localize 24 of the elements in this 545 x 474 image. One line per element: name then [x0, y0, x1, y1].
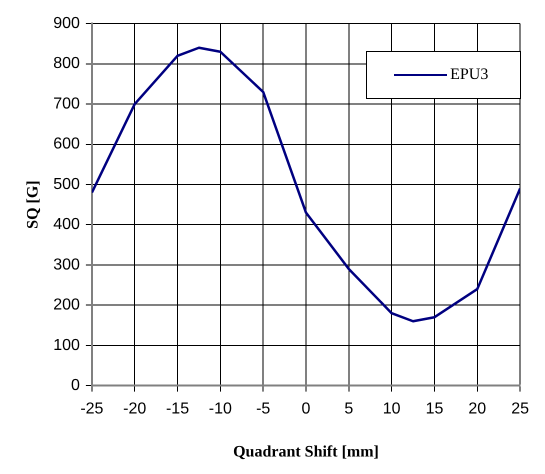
x-tick-label: -25 — [80, 400, 104, 418]
y-tick-label: 200 — [53, 296, 80, 314]
y-tick-label: 0 — [70, 377, 80, 394]
x-axis-title: Quadrant Shift [mm] — [233, 444, 379, 461]
x-tick-label: 20 — [468, 400, 486, 418]
y-tick-label: 100 — [53, 336, 80, 354]
legend-label: EPU3 — [450, 66, 488, 84]
x-tick-label: 15 — [426, 400, 444, 418]
y-tick-label: 600 — [53, 136, 80, 153]
x-tick-label: 5 — [344, 400, 354, 418]
y-tick-label: 800 — [53, 55, 80, 72]
y-tick-label: 400 — [53, 216, 80, 234]
x-tick-label: 25 — [511, 400, 530, 418]
x-tick-label: -15 — [166, 400, 190, 418]
x-tick-label: 0 — [302, 400, 311, 418]
x-tick-label: -10 — [208, 400, 232, 418]
x-tick-label: -20 — [123, 400, 146, 418]
y-tick-label: 300 — [53, 256, 80, 274]
y-tick-label: 500 — [53, 176, 80, 193]
x-tick-label: -5 — [256, 400, 270, 418]
y-tick-label: 700 — [53, 95, 80, 112]
x-tick-label: 10 — [382, 400, 401, 418]
y-axis-title: SQ [G] — [24, 180, 42, 229]
y-tick-label: 900 — [53, 15, 80, 32]
